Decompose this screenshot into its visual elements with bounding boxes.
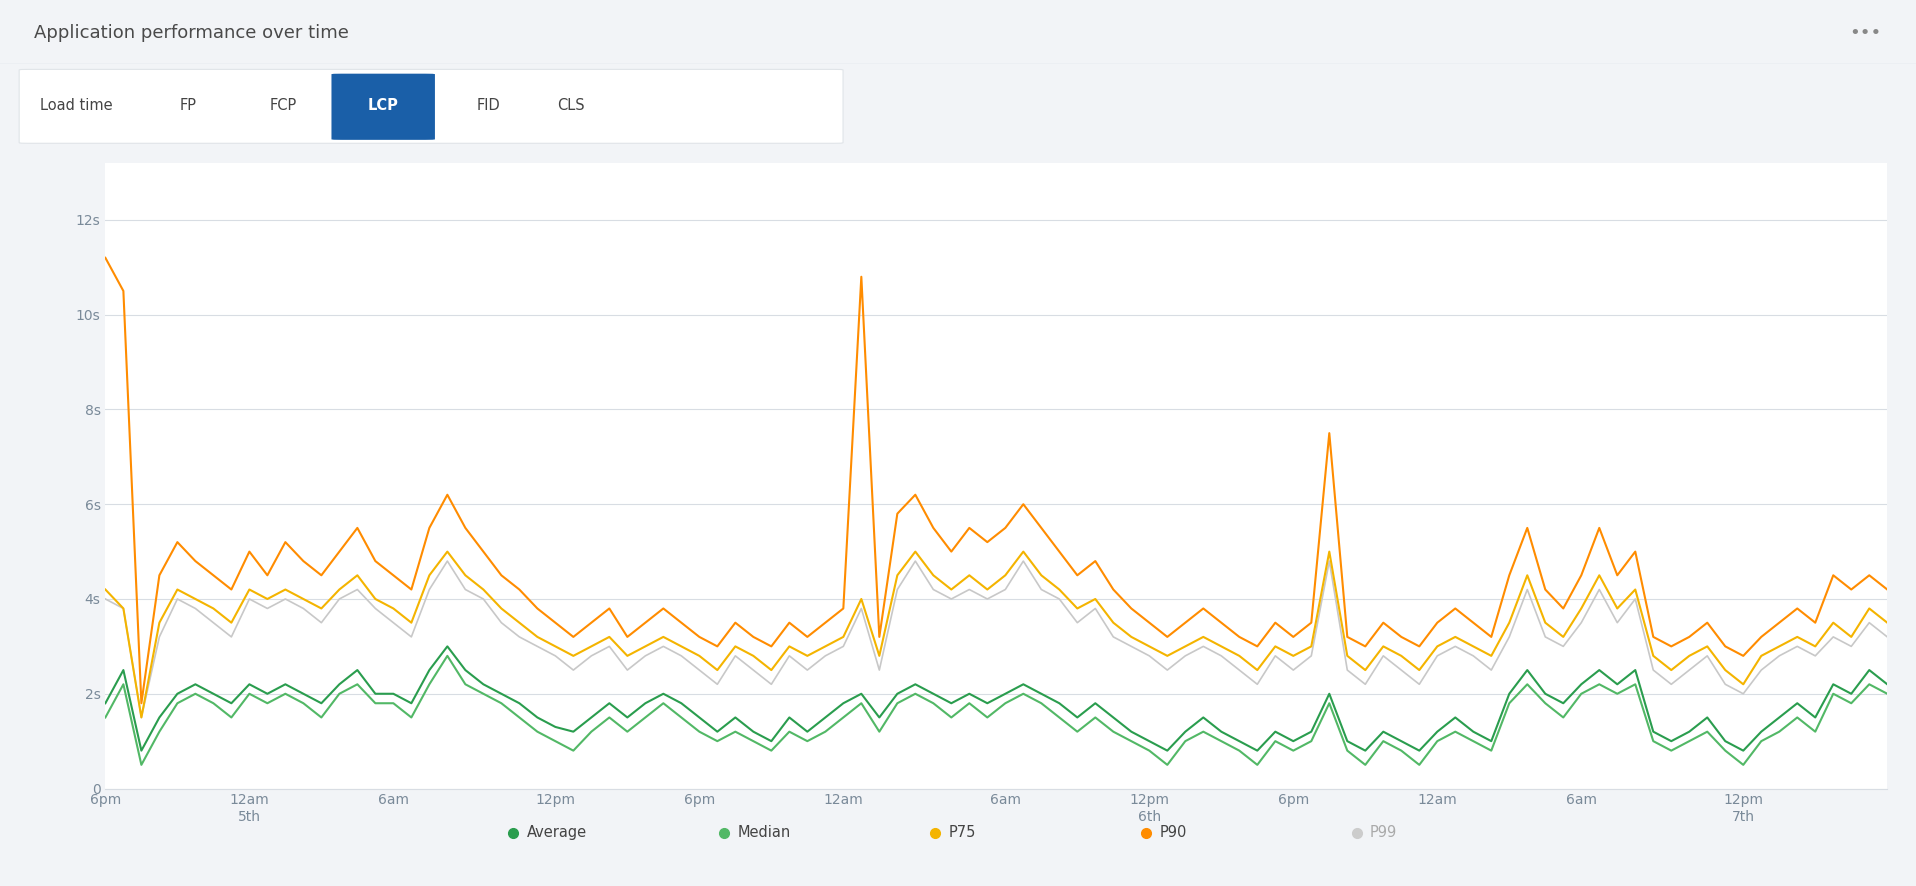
Text: •••: ••• [1849,24,1882,43]
Text: CLS: CLS [558,97,584,113]
Text: FP: FP [180,97,195,113]
Text: Application performance over time: Application performance over time [34,24,349,43]
Text: Load time: Load time [40,97,113,113]
Text: FCP: FCP [270,97,297,113]
FancyBboxPatch shape [19,69,843,144]
Text: Average: Average [527,826,586,840]
Text: LCP: LCP [368,97,399,113]
Text: P75: P75 [948,826,975,840]
Text: Median: Median [738,826,791,840]
Text: P90: P90 [1159,826,1186,840]
Text: P99: P99 [1370,826,1397,840]
FancyBboxPatch shape [331,74,435,140]
Text: FID: FID [477,97,500,113]
